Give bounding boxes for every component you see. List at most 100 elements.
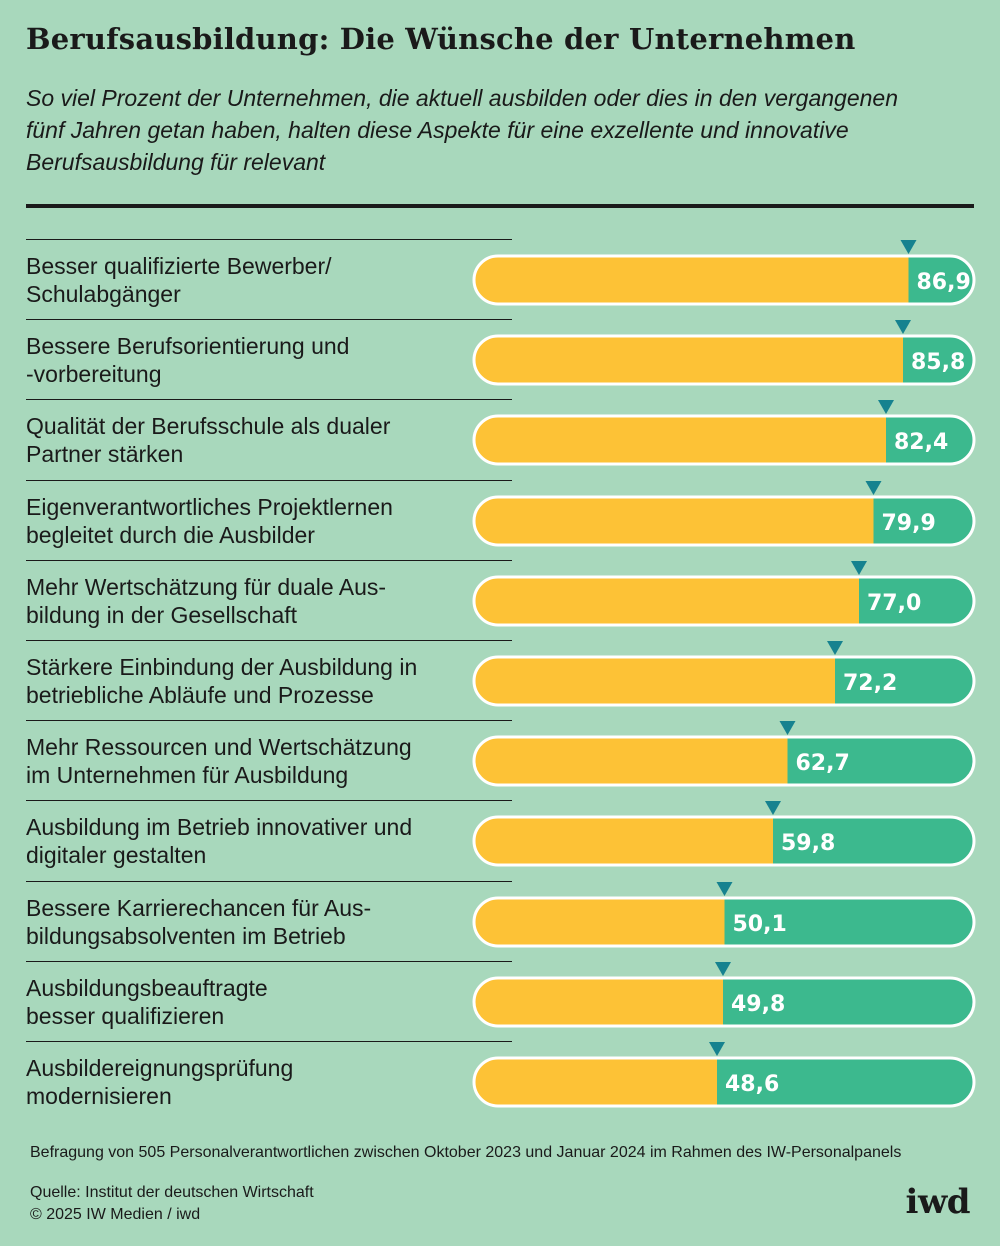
bar-group (474, 657, 974, 705)
category-label: Besser qualifizierte Bewerber/Schulabgän… (26, 252, 476, 308)
row-separator (26, 319, 512, 321)
value-label: 79,9 (882, 511, 936, 536)
category-label-line: begleitet durch die Ausbilder (26, 521, 315, 548)
value-label: 77,0 (867, 591, 921, 616)
bar-svg: 86,9 (472, 240, 976, 306)
copyright-line: © 2025 IW Medien / iwd (30, 1206, 201, 1223)
bar-group (474, 897, 974, 946)
category-label-line: Bessere Karrierechancen für Aus- (26, 894, 372, 921)
category-label-line: besser qualifizieren (26, 1002, 225, 1029)
bar-group (474, 977, 974, 1026)
row-separator (26, 1041, 512, 1042)
bar-value (474, 817, 773, 866)
value-label: 62,7 (796, 751, 850, 776)
bar-value (474, 256, 909, 304)
bar-svg: 82,4 (472, 400, 976, 466)
bar-outline (472, 414, 976, 466)
row-separator (26, 479, 512, 481)
row-separator (26, 640, 512, 641)
bar-group (474, 1058, 974, 1106)
value-label: 50,1 (733, 912, 787, 937)
value-marker (779, 721, 796, 736)
bar-value (474, 336, 903, 385)
bar-svg: 49,8 (472, 961, 976, 1028)
bar-svg: 48,6 (472, 1042, 976, 1108)
category-label: Ausbildung im Betrieb innovativer und dig… (26, 813, 476, 869)
row-separator (26, 800, 512, 802)
bar-outline (472, 1056, 976, 1108)
bar-outline (472, 575, 976, 627)
bar-outline (472, 495, 976, 547)
bar-value (474, 496, 874, 545)
bar-outline (472, 976, 976, 1028)
bar-group (474, 817, 974, 866)
category-label-line: bildung in der Gesellschaft (26, 601, 298, 628)
category-label-line: betriebliche Abläufe und Prozesse (26, 682, 374, 708)
category-label-line: Besser qualifizierte Bewerber/ (26, 253, 332, 279)
category-label-line: digitaler gestalten (26, 842, 207, 869)
value-marker (895, 320, 911, 335)
bar-value (474, 657, 835, 705)
bar-value (474, 737, 788, 786)
row-separator (26, 559, 512, 561)
category-label: Bessere Karrierechancen für Aus-bildungs… (26, 894, 476, 950)
category-label-line: modernisieren (26, 1083, 172, 1109)
category-label-line: Stärkere Einbindung der Ausbildung in (26, 654, 418, 680)
chart-row: Ausbildung im Betrieb innovativer und dig… (0, 800, 1000, 880)
category-label: Bessere Berufsorientierung und -vorbereit… (26, 332, 476, 388)
chart-row: Stärkere Einbindung der Ausbildung in bet… (0, 640, 1000, 720)
bar-outline (472, 896, 976, 948)
row-separator (26, 880, 512, 882)
bar-group (474, 256, 974, 304)
row-separator (26, 960, 512, 962)
bar-svg: 77,0 (472, 560, 976, 627)
category-label: Ausbildungsbeauftragte besser qualifizier… (26, 974, 476, 1030)
value-label: 59,8 (781, 831, 835, 856)
bar-value (474, 1058, 717, 1106)
bar-outline (472, 254, 976, 306)
category-label: Mehr Ressourcen und Wertschätzung im Unte… (26, 733, 476, 789)
category-label-line: Ausbildung im Betrieb innovativer und (26, 814, 413, 841)
value-marker (765, 801, 781, 816)
chart-row: Eigenverantwortliches Projektlernen begle… (0, 479, 1000, 560)
iwd-logo: iwd (905, 1182, 971, 1222)
category-label-line: Qualität der Berufsschule als dualer (26, 413, 391, 440)
bar-group (474, 336, 974, 385)
chart-row: Mehr Ressourcen und Wertschätzung im Unte… (0, 720, 1000, 800)
category-label: Eigenverantwortliches Projektlernen begle… (26, 493, 476, 549)
category-label-line: im Unternehmen für Ausbildung (26, 762, 349, 789)
category-label-line: Partner stärken (26, 441, 184, 468)
value-marker (709, 1042, 725, 1056)
category-label-line: Bessere Berufsorientierung und (26, 333, 350, 360)
category-label-line: Mehr Wertschätzung für duale Aus- (26, 573, 387, 600)
row-separator (26, 239, 512, 240)
chart-row: Qualität der Berufsschule als dualer Part… (0, 399, 1000, 479)
chart-row: Mehr Wertschätzung für duale Aus-bildung… (0, 559, 1000, 640)
bar-svg: 59,8 (472, 801, 976, 867)
bar-value (474, 897, 725, 946)
value-marker (851, 560, 867, 575)
category-label-line: bildungsabsolventen im Betrieb (26, 922, 346, 949)
category-label-line: Eigenverantwortliches Projektlernen (26, 493, 393, 520)
chart-row: Besser qualifizierte Bewerber/Schulabgän… (0, 239, 1000, 319)
value-label: 86,9 (917, 270, 971, 295)
chart-row: Bessere Berufsorientierung und -vorbereit… (0, 319, 1000, 399)
category-label: Qualität der Berufsschule als dualer Part… (26, 412, 476, 468)
chart-title: Berufsausbildung: Die Wünsche der Untern… (26, 22, 856, 56)
value-label: 48,6 (725, 1072, 779, 1097)
value-label: 85,8 (911, 350, 965, 375)
category-label-line: Schulabgänger (26, 281, 181, 307)
bar-value (474, 977, 723, 1026)
category-label-line: Ausbildereignungsprüfung (26, 1055, 294, 1081)
header-rule (26, 204, 974, 208)
category-label-line: -vorbereitung (26, 361, 162, 388)
bar-group (474, 416, 974, 465)
row-separator (26, 399, 512, 401)
bar-svg: 85,8 (472, 320, 976, 386)
bar-outline (472, 655, 976, 707)
category-label: Mehr Wertschätzung für duale Aus-bildung… (26, 573, 476, 629)
category-label-line: Mehr Ressourcen und Wertschätzung (26, 734, 412, 761)
value-marker (878, 400, 894, 415)
bar-outline (472, 735, 976, 787)
